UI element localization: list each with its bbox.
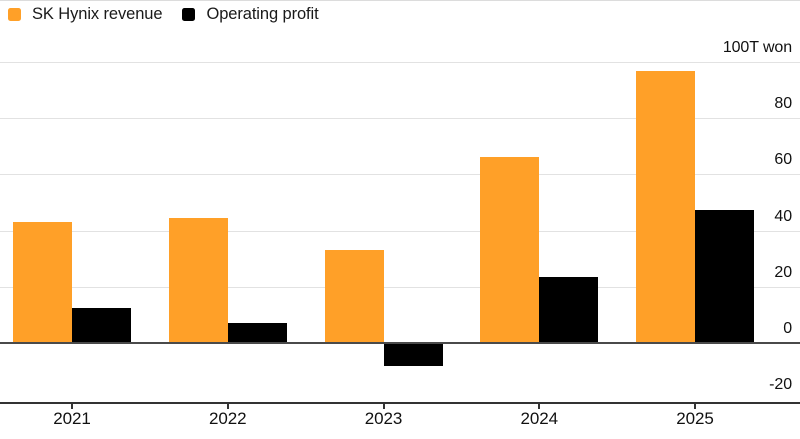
y-axis-label-100: 100T won	[722, 38, 792, 56]
x-axis-tick-2023	[382, 404, 385, 409]
bar-profit-2023	[383, 344, 443, 366]
bar-revenue-2025	[636, 70, 695, 343]
bar-revenue-2022	[168, 217, 228, 343]
y-axis-label-20: 20	[774, 263, 792, 281]
chart-legend: SK Hynix revenue Operating profit	[8, 5, 319, 24]
y-axis-label-80: 80	[774, 95, 792, 112]
gridline-20	[0, 286, 800, 288]
y-axis-label-40: 40	[774, 207, 792, 225]
bar-revenue-2023	[324, 250, 384, 343]
x-axis-tick-2025	[694, 404, 696, 409]
x-axis-label-2021: 2021	[53, 409, 91, 428]
legend-label-profit: Operating profit	[206, 5, 319, 23]
x-axis-tick-2022	[226, 404, 229, 409]
gridline-100	[0, 61, 800, 63]
x-axis-label-2025: 2025	[676, 409, 714, 428]
x-axis-tick-2021	[71, 404, 73, 409]
legend-label-revenue: SK Hynix revenue	[32, 5, 163, 23]
zero-axis-line	[0, 342, 800, 344]
bar-revenue-2021	[13, 222, 72, 343]
revenue-swatch-icon	[8, 8, 21, 21]
x-axis-tick-2024	[538, 404, 541, 409]
y-axis-label-60: 60	[774, 151, 792, 169]
bar-profit-2024	[539, 277, 599, 343]
y-axis-label--20: -20	[769, 376, 792, 394]
legend-item-profit: Operating profit	[182, 5, 319, 24]
gridline-80	[0, 118, 800, 119]
bar-profit-2022	[227, 323, 287, 343]
x-axis-label-2022: 2022	[209, 409, 247, 428]
gridline-60	[0, 174, 800, 176]
x-axis-label-2023: 2023	[364, 409, 403, 428]
legend-item-revenue: SK Hynix revenue	[8, 5, 163, 24]
bar-profit-2025	[695, 209, 754, 343]
gridline-40	[0, 230, 800, 232]
y-axis-label-0: 0	[783, 320, 792, 337]
bar-revenue-2024	[480, 156, 540, 343]
top-border-line	[0, 0, 800, 1]
profit-swatch-icon	[182, 8, 196, 21]
x-axis-line	[0, 402, 800, 404]
bar-profit-2021	[72, 308, 131, 343]
x-axis-label-2024: 2024	[520, 409, 559, 428]
